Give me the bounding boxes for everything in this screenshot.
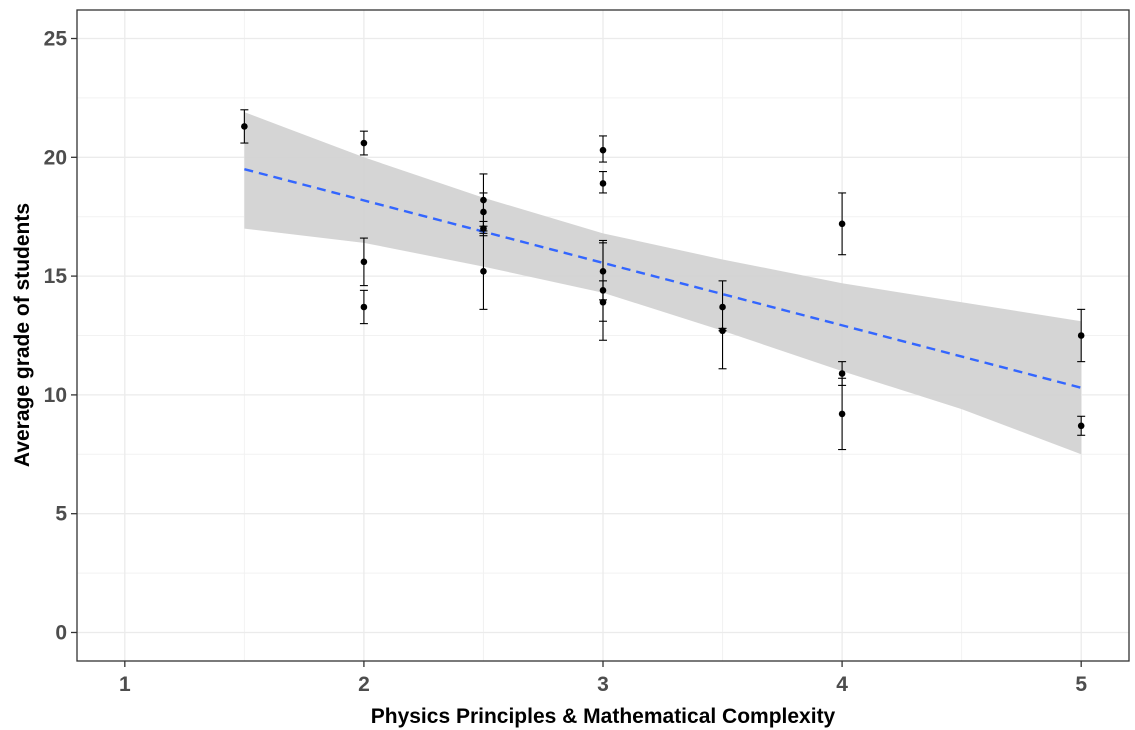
y-tick-label: 20	[44, 146, 67, 169]
data-point	[360, 139, 368, 147]
data-point	[838, 410, 846, 418]
x-axis-title: Physics Principles & Mathematical Comple…	[371, 705, 836, 728]
y-axis-title: Average grade of students	[11, 203, 34, 467]
data-point	[1077, 332, 1085, 339]
y-tick-labels: 0 5 10 15 20 25	[44, 28, 68, 645]
axis-ticks	[71, 37, 1082, 667]
data-point	[838, 370, 846, 377]
x-tick-label: 1	[119, 673, 131, 696]
data-point	[480, 225, 487, 232]
data-point	[480, 208, 487, 216]
data-point	[719, 303, 726, 311]
data-point	[480, 268, 487, 275]
y-tick-label: 5	[55, 503, 67, 526]
y-tick-label: 25	[44, 28, 68, 51]
trend-line	[244, 168, 1082, 389]
data-point	[599, 180, 607, 187]
data-point	[599, 146, 607, 154]
data-point	[1077, 422, 1085, 430]
x-tick-label: 4	[836, 673, 848, 696]
data-point	[599, 298, 607, 306]
y-tick-label: 0	[55, 621, 67, 644]
data-point	[599, 268, 607, 275]
x-tick-label: 5	[1075, 673, 1087, 696]
data-points	[241, 123, 1085, 430]
x-tick-label: 2	[358, 673, 370, 696]
data-point	[480, 196, 487, 204]
data-point	[719, 327, 726, 335]
data-point	[241, 123, 248, 130]
y-tick-label: 15	[44, 265, 68, 288]
x-tick-label: 3	[597, 673, 609, 696]
y-tick-label: 10	[44, 384, 67, 407]
confidence-band	[244, 112, 1082, 455]
data-point	[360, 258, 368, 266]
x-tick-labels: 1 2 3 4 5	[119, 673, 1087, 696]
data-point	[838, 220, 846, 228]
data-point	[599, 287, 607, 294]
data-point	[360, 303, 368, 311]
